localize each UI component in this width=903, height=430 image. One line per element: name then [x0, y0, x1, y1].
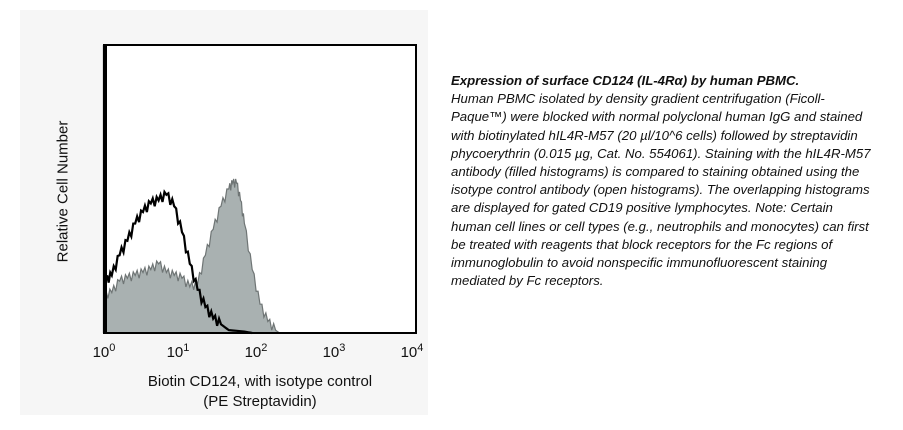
x-axis-label-line2: (PE Streptavidin) — [203, 393, 317, 410]
x-axis-label: Biotin CD124, with isotype control — [147, 373, 373, 390]
y-axis-label: Relative Cell Number — [54, 120, 72, 263]
x-tick-label: 101 — [167, 342, 190, 361]
x-tick-label: 103 — [323, 342, 346, 361]
figure-caption: Expression of surface CD124 (IL-4Rα) by … — [451, 72, 871, 290]
open-histogram — [102, 44, 253, 335]
x-tick-label: 102 — [245, 342, 268, 361]
caption-body: Human PBMC isolated by density gradient … — [451, 91, 871, 289]
caption-title: Expression of surface CD124 (IL-4Rα) by … — [451, 73, 800, 88]
x-tick-label: 100 — [93, 342, 116, 361]
x-tick-label: 104 — [401, 342, 424, 361]
filled-histogram — [103, 178, 282, 334]
